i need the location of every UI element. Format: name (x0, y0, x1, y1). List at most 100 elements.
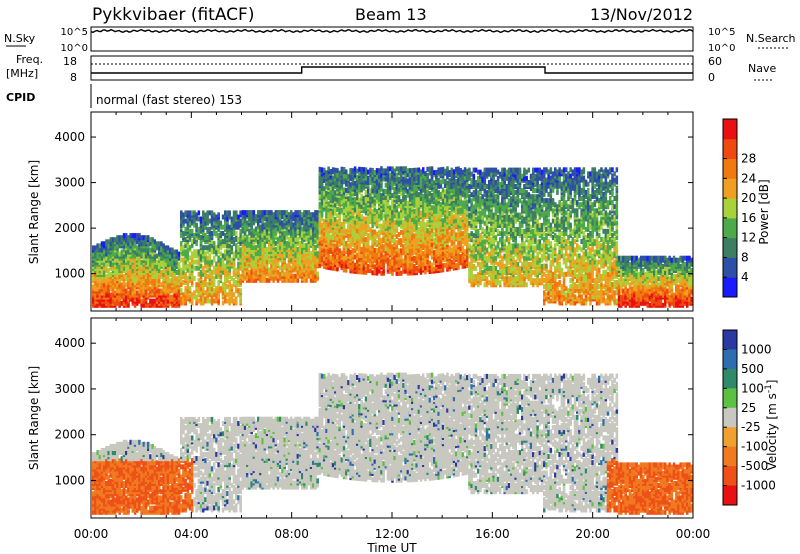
power-cell (162, 268, 165, 273)
power-cell (276, 261, 280, 267)
power-cell (133, 249, 137, 255)
power-cell (254, 277, 258, 283)
power-cell (428, 191, 432, 197)
power-cell (426, 172, 429, 178)
power-cell (241, 210, 245, 216)
power-cell (422, 167, 425, 173)
power-cell (219, 224, 223, 230)
power-cell (402, 244, 405, 250)
power-cell (155, 274, 159, 280)
power-cell (107, 239, 110, 245)
power-cell (259, 245, 262, 250)
power-cell (323, 190, 326, 196)
power-cell (413, 233, 416, 239)
power-cell (204, 251, 207, 257)
power-cell (171, 272, 174, 278)
power-cell (204, 275, 207, 281)
power-cell (257, 251, 260, 257)
power-cell (204, 296, 207, 302)
power-cell (340, 166, 344, 172)
power-cell (307, 218, 311, 224)
power-cell (195, 222, 198, 228)
power-cell (331, 189, 335, 195)
power-cell (186, 251, 190, 257)
power-cell (384, 182, 388, 188)
power-cell (177, 261, 181, 267)
power-cell (263, 242, 267, 248)
power-cell (452, 214, 456, 220)
power-cell (239, 228, 242, 234)
power-cell (171, 251, 174, 257)
power-cell (292, 277, 295, 283)
power-cell (265, 269, 269, 275)
power-cell (138, 270, 141, 275)
power-cell (221, 230, 225, 236)
power-cell (142, 265, 146, 271)
power-cell (160, 241, 163, 247)
power-cell (98, 247, 102, 253)
power-cell (219, 220, 223, 226)
power-cell (144, 302, 148, 308)
power-cell (127, 270, 130, 275)
power-cell (241, 251, 245, 257)
power-cell (210, 230, 214, 236)
power-cell (186, 284, 190, 290)
power-cell (206, 298, 209, 304)
power-cell (296, 210, 300, 216)
power-cell (305, 214, 308, 220)
power-cell (248, 273, 251, 279)
power-cell (210, 259, 214, 265)
power-cell (281, 210, 284, 216)
power-cell (235, 224, 238, 230)
power-cell (182, 269, 185, 275)
power-cell (235, 280, 238, 285)
power-cell (94, 294, 97, 300)
power-cell (177, 292, 181, 298)
power-cell (193, 249, 196, 255)
power-cell (320, 200, 324, 206)
power-cell (160, 270, 163, 275)
power-cell (265, 277, 269, 283)
power-cell (127, 245, 130, 251)
power-cell (351, 211, 355, 217)
power-cell (197, 210, 201, 216)
power-cell (246, 210, 249, 216)
power-cell (424, 171, 427, 177)
power-cell (197, 259, 201, 265)
power-cell (109, 298, 113, 304)
power-cell (228, 243, 231, 249)
power-cell (259, 259, 262, 265)
power-cell (235, 267, 238, 273)
power-cell (351, 221, 355, 227)
power-cell (265, 210, 269, 216)
power-cell (393, 238, 396, 244)
power-cell (188, 286, 192, 292)
power-cell (397, 195, 401, 201)
power-cell (133, 280, 137, 286)
power-cell (208, 237, 212, 242)
power-cell (296, 253, 300, 259)
power-cell (281, 220, 284, 226)
power-cell (378, 168, 381, 174)
power-cell (199, 235, 203, 240)
power-cell (305, 277, 308, 283)
power-cell (116, 298, 119, 304)
power-cell (173, 282, 176, 288)
power-cell (213, 226, 216, 232)
power-cell (426, 228, 429, 234)
power-cell (331, 175, 335, 181)
power-cell (210, 210, 214, 216)
power-cell (314, 232, 317, 238)
power-cell (342, 263, 346, 269)
power-cell (109, 241, 113, 247)
power-cell (338, 238, 341, 244)
power-cell (265, 247, 269, 252)
power-cell (356, 203, 359, 209)
power-cell (309, 230, 313, 236)
power-cell (252, 267, 256, 273)
power-cell (100, 247, 104, 253)
power-cell (448, 211, 451, 216)
power-cell (413, 264, 416, 270)
power-cell (397, 238, 401, 244)
